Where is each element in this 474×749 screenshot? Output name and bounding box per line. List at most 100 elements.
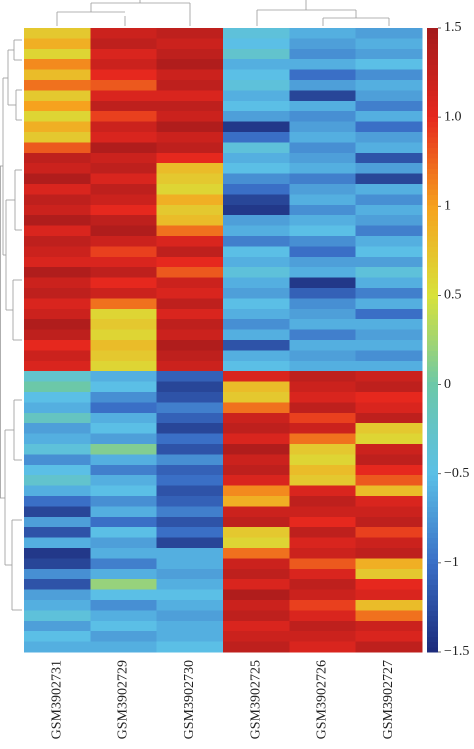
colorbar-step xyxy=(427,282,438,289)
colorbar-step xyxy=(427,459,438,466)
cell xyxy=(90,579,158,590)
cell xyxy=(90,568,158,580)
cell xyxy=(156,142,224,154)
cell xyxy=(223,579,290,590)
colorbar-step xyxy=(427,433,438,440)
colorbar-step xyxy=(427,267,438,273)
cell xyxy=(24,360,91,372)
cell xyxy=(24,548,91,559)
column-label: GSM3902726 xyxy=(315,660,330,739)
cell xyxy=(156,340,224,351)
cell xyxy=(156,464,224,476)
cell xyxy=(156,256,224,268)
cell xyxy=(223,641,290,653)
cell xyxy=(156,246,224,258)
colorbar-step xyxy=(427,568,438,575)
cell xyxy=(156,475,224,486)
cell xyxy=(24,496,91,507)
cell xyxy=(223,589,290,601)
cell xyxy=(355,236,423,247)
cell xyxy=(156,402,224,414)
cell xyxy=(156,444,224,455)
colorbar-step xyxy=(427,522,438,528)
cell xyxy=(90,152,158,164)
cell xyxy=(289,360,357,372)
cell xyxy=(355,215,423,226)
cell xyxy=(289,38,357,50)
colorbar-step xyxy=(427,111,438,117)
colorbar-step xyxy=(427,418,438,424)
colorbar-step xyxy=(427,246,438,253)
cell xyxy=(156,194,224,206)
cell xyxy=(24,329,91,341)
cell xyxy=(90,28,158,39)
colorbar-step xyxy=(427,329,438,336)
cell xyxy=(90,90,158,102)
cell xyxy=(223,610,290,622)
cell xyxy=(90,475,158,486)
cell xyxy=(223,288,290,299)
column-label: GSM3902729 xyxy=(116,660,131,739)
cell xyxy=(24,475,91,486)
colorbar-tick-label: 1.5 xyxy=(444,20,462,35)
colorbar-step xyxy=(427,464,438,471)
colorbar-step xyxy=(427,605,438,611)
cell xyxy=(289,48,357,60)
colorbar-step xyxy=(427,360,438,367)
colorbar-step xyxy=(427,90,438,97)
colorbar-step xyxy=(427,511,438,518)
cell xyxy=(289,381,357,393)
colorbar-step xyxy=(427,355,438,362)
cell xyxy=(156,308,224,320)
cell xyxy=(90,392,158,403)
cell xyxy=(156,496,224,507)
cell xyxy=(156,267,224,278)
cell xyxy=(223,360,290,372)
cell xyxy=(156,48,224,60)
cell xyxy=(156,381,224,393)
cell xyxy=(223,537,290,549)
cell xyxy=(24,59,91,70)
colorbar-step xyxy=(427,444,438,450)
column-label: GSM3902727 xyxy=(381,660,396,739)
cell xyxy=(355,496,423,507)
cell xyxy=(355,506,423,518)
colorbar-step xyxy=(427,423,438,429)
cell xyxy=(90,173,158,185)
colorbar-step xyxy=(427,537,438,544)
colorbar-step xyxy=(427,215,438,221)
colorbar-step xyxy=(427,501,438,507)
cell xyxy=(90,620,158,632)
cell xyxy=(156,350,224,362)
colorbar-step xyxy=(427,574,438,580)
cell xyxy=(24,184,91,195)
colorbar-step xyxy=(427,163,438,169)
colorbar-step xyxy=(427,121,438,128)
cell xyxy=(355,152,423,164)
cell xyxy=(289,412,357,424)
cell xyxy=(223,464,290,476)
cell xyxy=(156,100,224,112)
cell xyxy=(289,308,357,320)
colorbar-tick-label: 0 xyxy=(444,377,451,392)
cell xyxy=(289,454,357,466)
cell xyxy=(156,215,224,226)
cell xyxy=(355,360,423,372)
cell xyxy=(223,111,290,122)
cell xyxy=(156,589,224,601)
cell xyxy=(90,256,158,268)
cell xyxy=(90,506,158,518)
cell xyxy=(223,173,290,185)
colorbar-step xyxy=(427,397,438,403)
cell xyxy=(156,173,224,185)
cell xyxy=(156,236,224,247)
cell xyxy=(355,28,423,39)
cell xyxy=(24,340,91,351)
colorbar-step xyxy=(427,496,438,502)
colorbar-step xyxy=(427,137,438,143)
colorbar-step xyxy=(427,74,438,81)
cell xyxy=(289,215,357,226)
colorbar-step xyxy=(427,210,438,216)
column-dendrogram xyxy=(56,0,390,26)
cell xyxy=(289,496,357,507)
